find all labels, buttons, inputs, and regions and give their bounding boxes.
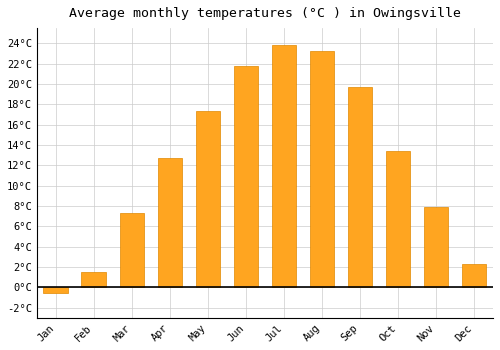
Bar: [310, 51, 334, 287]
Bar: [44, 287, 68, 293]
Bar: [196, 111, 220, 287]
Bar: [82, 272, 106, 287]
Title: Average monthly temperatures (°C ) in Owingsville: Average monthly temperatures (°C ) in Ow…: [69, 7, 461, 20]
Bar: [272, 46, 296, 287]
Bar: [158, 158, 182, 287]
Bar: [462, 264, 486, 287]
Bar: [234, 66, 258, 287]
Bar: [386, 151, 410, 287]
Bar: [348, 87, 372, 287]
Bar: [424, 207, 448, 287]
Bar: [120, 213, 144, 287]
